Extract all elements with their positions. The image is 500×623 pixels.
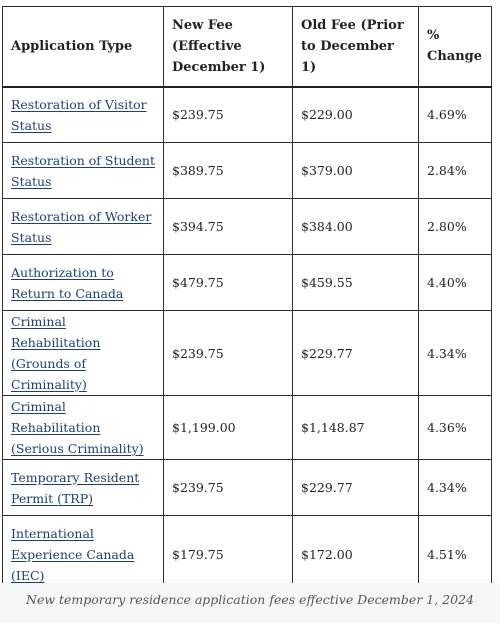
old-fee-cell: $459.55 [292, 254, 419, 311]
application-cell: Restoration of Student Status [2, 142, 164, 199]
table-row: Authorization to Return to Canada $479.7… [2, 254, 492, 311]
old-fee-cell: $229.00 [292, 86, 419, 143]
new-fee-cell: $479.75 [163, 254, 293, 311]
new-fee-cell: $179.75 [163, 515, 293, 594]
change-cell: 4.69% [418, 86, 492, 143]
application-link[interactable]: Criminal Rehabilitation (Serious Crimina… [11, 399, 144, 456]
old-fee-cell: $172.00 [292, 515, 419, 594]
change-cell: 4.34% [418, 310, 492, 396]
application-cell: International Experience Canada (IEC) [2, 515, 164, 594]
application-cell: Restoration of Worker Status [2, 198, 164, 255]
application-link[interactable]: Restoration of Worker Status [11, 208, 152, 245]
new-fee-cell: $239.75 [163, 310, 293, 396]
application-cell: Criminal Rehabilitation (Grounds of Crim… [2, 310, 164, 396]
application-link[interactable]: Restoration of Student Status [11, 152, 156, 189]
new-fee-cell: $239.75 [163, 86, 293, 143]
application-cell: Criminal Rehabilitation (Serious Crimina… [2, 395, 164, 460]
table-row: Criminal Rehabilitation (Serious Crimina… [2, 395, 492, 460]
header-application-type: Application Type [2, 6, 164, 88]
table-row: Criminal Rehabilitation (Grounds of Crim… [2, 310, 492, 396]
new-fee-cell: $239.75 [163, 459, 293, 516]
application-cell: Authorization to Return to Canada [2, 254, 164, 311]
caption-band [0, 583, 500, 623]
old-fee-cell: $379.00 [292, 142, 419, 199]
application-link[interactable]: Criminal Rehabilitation (Grounds of Crim… [11, 314, 101, 392]
change-cell: 2.80% [418, 198, 492, 255]
old-fee-cell: $229.77 [292, 310, 419, 396]
new-fee-cell: $394.75 [163, 198, 293, 255]
application-link[interactable]: International Experience Canada (IEC) [11, 526, 135, 583]
table-caption: New temporary residence application fees… [26, 592, 474, 607]
old-fee-cell: $229.77 [292, 459, 419, 516]
table-row: Restoration of Student Status $389.75 $3… [2, 142, 492, 199]
table-header-row: Application Type New Fee (Effective Dece… [2, 6, 492, 88]
application-cell: Restoration of Visitor Status [2, 86, 164, 143]
change-cell: 4.40% [418, 254, 492, 311]
table-row: Temporary Resident Permit (TRP) $239.75 … [2, 459, 492, 516]
change-cell: 4.51% [418, 515, 492, 594]
application-link[interactable]: Restoration of Visitor Status [11, 96, 147, 133]
old-fee-cell: $1,148.87 [292, 395, 419, 460]
change-cell: 4.36% [418, 395, 492, 460]
application-cell: Temporary Resident Permit (TRP) [2, 459, 164, 516]
application-link[interactable]: Authorization to Return to Canada [11, 264, 124, 301]
change-cell: 4.34% [418, 459, 492, 516]
table-row: International Experience Canada (IEC) $1… [2, 515, 492, 594]
new-fee-cell: $389.75 [163, 142, 293, 199]
fee-table: Application Type New Fee (Effective Dece… [2, 6, 492, 594]
new-fee-cell: $1,199.00 [163, 395, 293, 460]
old-fee-cell: $384.00 [292, 198, 419, 255]
table-row: Restoration of Worker Status $394.75 $38… [2, 198, 492, 255]
header-old-fee: Old Fee (Prior to December 1) [292, 6, 419, 88]
change-cell: 2.84% [418, 142, 492, 199]
header-new-fee: New Fee (Effective December 1) [163, 6, 293, 88]
header-percent-change: % Change [418, 6, 492, 88]
application-link[interactable]: Temporary Resident Permit (TRP) [11, 469, 140, 506]
table-row: Restoration of Visitor Status $239.75 $2… [2, 86, 492, 143]
